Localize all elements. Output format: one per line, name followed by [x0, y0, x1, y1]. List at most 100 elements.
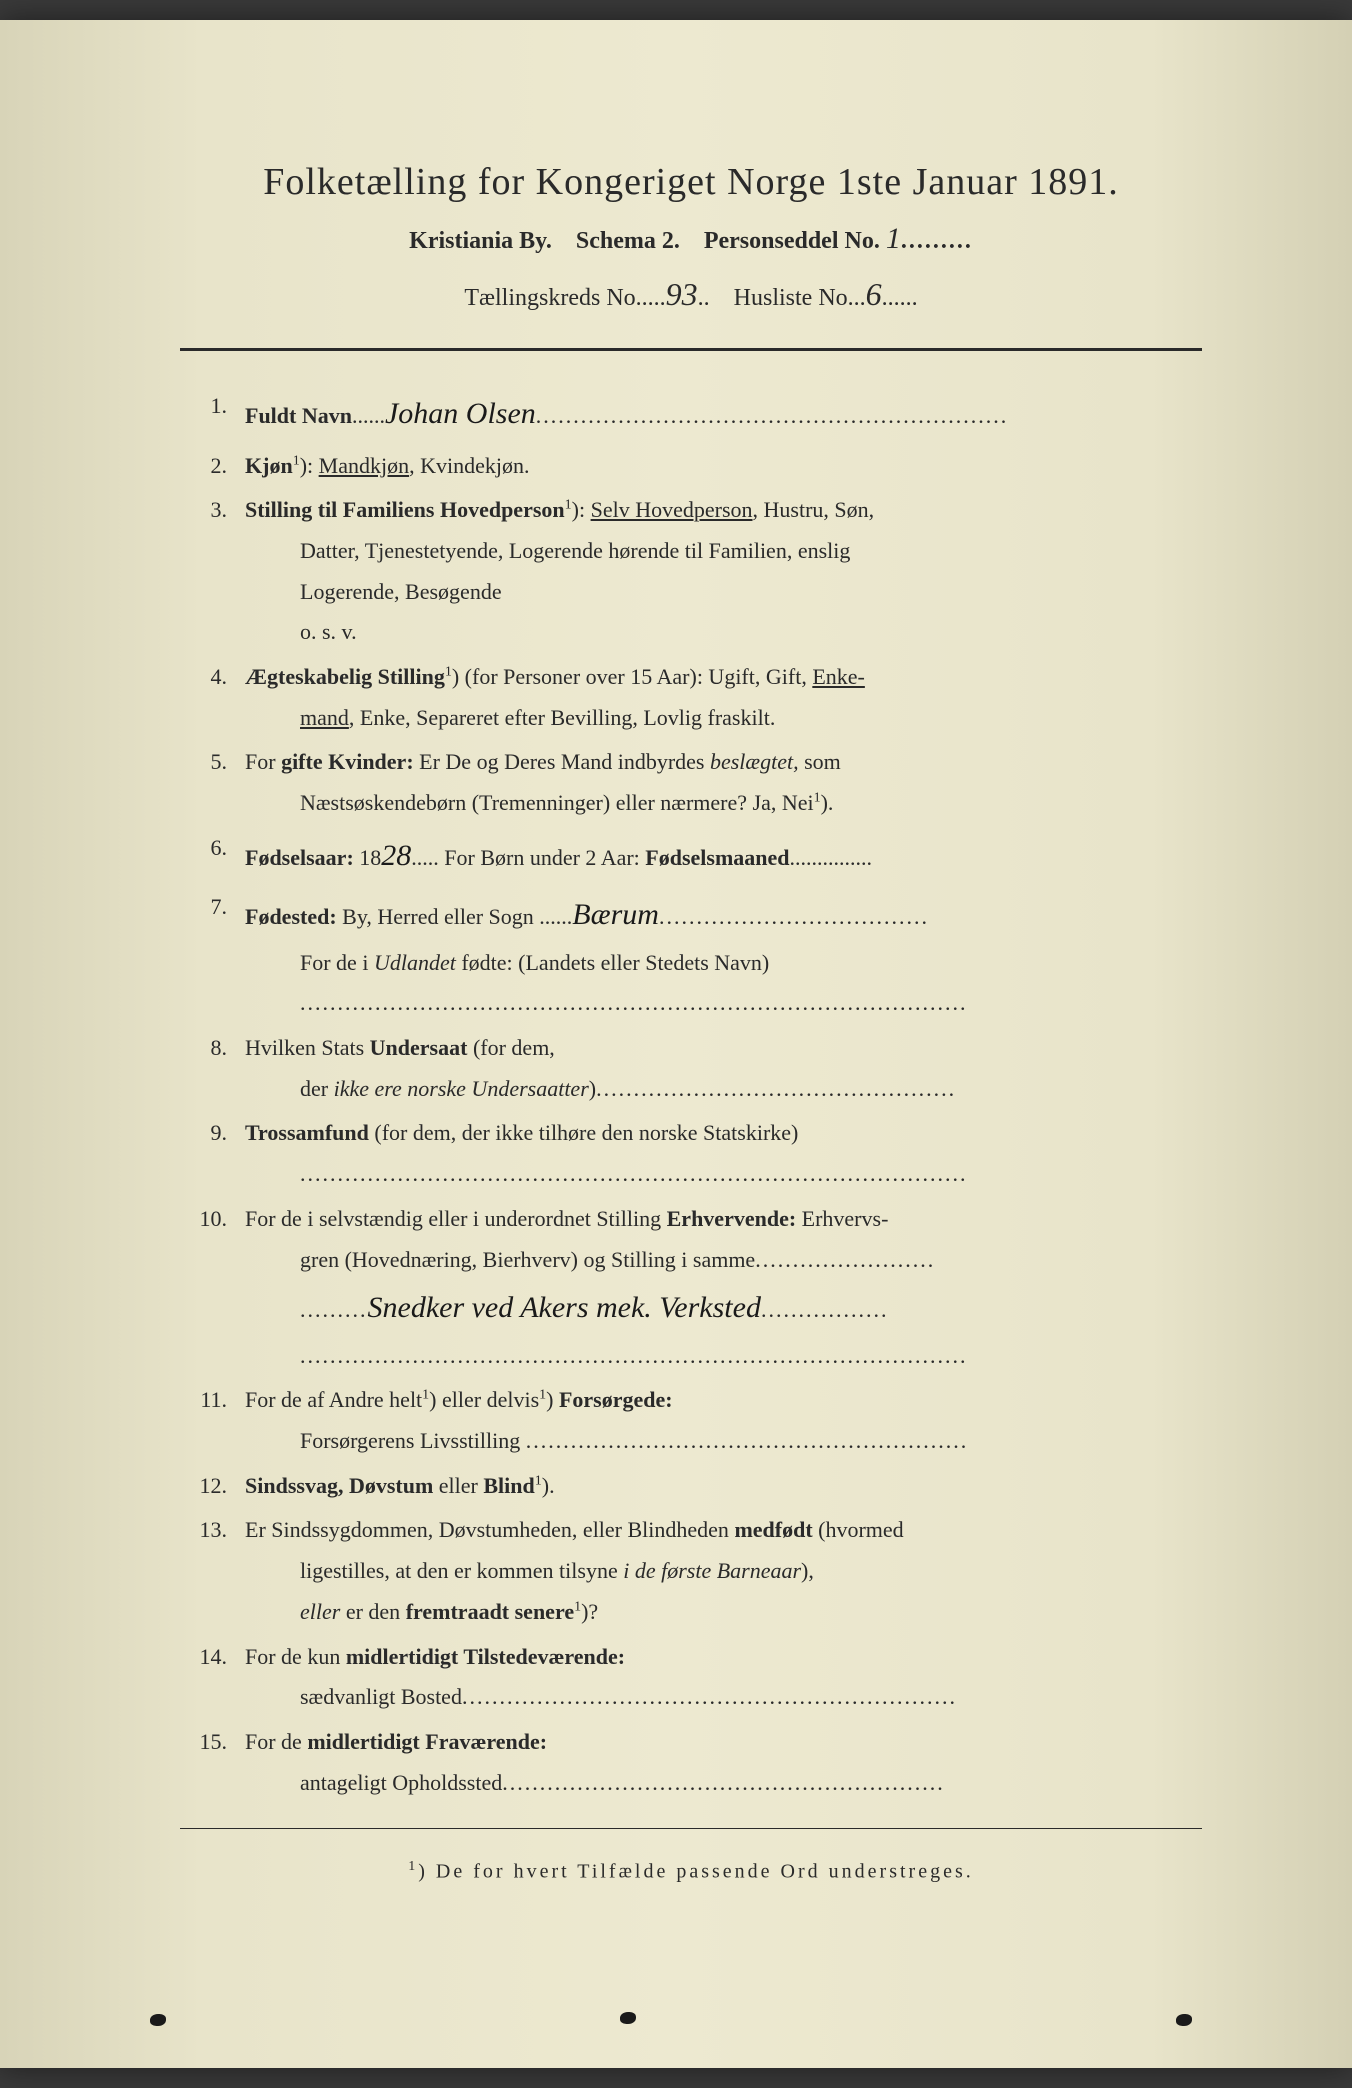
sup: 1 — [535, 1473, 542, 1488]
opt-female: , Kvindekjøn. — [409, 453, 529, 478]
num-13: 13. — [190, 1510, 245, 1632]
husliste-value: 6 — [866, 276, 882, 312]
label-religion: Trossamfund — [245, 1120, 369, 1145]
l2a: ligestilles, at den er kommen tilsyne — [300, 1558, 623, 1583]
num-3: 3. — [190, 490, 245, 653]
num-10: 10. — [190, 1199, 245, 1377]
form-header: Folketælling for Kongeriget Norge 1ste J… — [180, 160, 1202, 313]
rest: Er De og Deres Mand indbyrdes — [414, 749, 710, 774]
l2c: ), — [801, 1558, 814, 1583]
num-11: 11. — [190, 1380, 245, 1461]
label-occupation: Erhvervende: — [667, 1206, 797, 1231]
form-body: 1. Fuldt Navn......Johan Olsen..........… — [180, 386, 1202, 1803]
year-prefix: 18 — [354, 845, 382, 870]
line2: Forsørgerens Livsstilling ..............… — [245, 1428, 968, 1453]
subtitle-row: Kristiania By. Schema 2. Personseddel No… — [180, 222, 1202, 256]
text: (for dem, der ikke tilhøre den norske St… — [369, 1120, 798, 1145]
schema-label: Schema 2. — [576, 228, 680, 254]
line2: ligestilles, at den er kommen tilsyne i … — [245, 1558, 814, 1583]
dots: ......... — [901, 228, 973, 254]
label-birthmonth: Fødselsmaaned — [645, 845, 789, 870]
num-4: 4. — [190, 657, 245, 738]
l3d: )? — [581, 1599, 598, 1624]
line3: .........Snedker ved Akers mek. Verksted… — [245, 1297, 888, 1322]
l2b: ikke ere norske Undersaatter — [334, 1076, 589, 1101]
t2: ) eller delvis — [429, 1387, 539, 1412]
personseddel-value: 1 — [886, 222, 901, 255]
l3a: eller — [300, 1599, 340, 1624]
label-name: Fuldt Navn — [245, 403, 352, 428]
footnote: 1) De for hvert Tilfælde passende Ord un… — [180, 1859, 1202, 1884]
text: By, Herred eller Sogn ...... — [337, 904, 573, 929]
header-rule — [180, 348, 1202, 351]
pre: For — [245, 749, 281, 774]
personseddel-label: Personseddel No. — [704, 228, 880, 254]
item-2: 2. Kjøn1): Mandkjøn, Kvindekjøn. — [190, 446, 1202, 487]
l2: sædvanligt Bosted — [300, 1684, 462, 1709]
label-absent: midlertidigt Fraværende: — [307, 1729, 547, 1754]
ital: beslægtet, — [710, 749, 799, 774]
item-11: 11. For de af Andre helt1) eller delvis1… — [190, 1380, 1202, 1461]
num-5: 5. — [190, 742, 245, 823]
content-11: For de af Andre helt1) eller delvis1) Fo… — [245, 1380, 1202, 1461]
num-1: 1. — [190, 386, 245, 442]
value-name: Johan Olsen — [385, 397, 536, 430]
line2: der ikke ere norske Undersaatter).......… — [245, 1076, 956, 1101]
dots-post: ................. — [761, 1297, 889, 1322]
ink-spot — [620, 2012, 636, 2024]
dots: .................................... — [659, 904, 929, 929]
num-6: 6. — [190, 828, 245, 884]
label-supported: Forsørgede: — [559, 1387, 673, 1412]
census-form-page: Folketælling for Kongeriget Norge 1ste J… — [0, 20, 1352, 2068]
line2: sædvanligt Bosted.......................… — [245, 1684, 957, 1709]
l2c: fødte: (Landets eller Stedets Navn) — [456, 950, 769, 975]
value-occupation: Snedker ved Akers mek. Verksted — [368, 1291, 761, 1324]
kreds-row: Tællingskreds No.....93.. Husliste No...… — [180, 276, 1202, 313]
num-7: 7. — [190, 887, 245, 1024]
content-4: Ægteskabelig Stilling1) (for Personer ov… — [245, 657, 1202, 738]
ink-spot — [150, 2014, 166, 2026]
num-2: 2. — [190, 446, 245, 487]
t1: For de af Andre helt — [245, 1387, 422, 1412]
content-8: Hvilken Stats Undersaat (for dem, der ik… — [245, 1028, 1202, 1109]
blank-line: ........................................… — [245, 1343, 968, 1368]
paren: ) (for Personer over 15 Aar): Ugift, Gif… — [452, 664, 812, 689]
t1: For de i selvstændig eller i underordnet… — [245, 1206, 667, 1231]
label-birthyear: Fødselsaar: — [245, 845, 354, 870]
item-8: 8. Hvilken Stats Undersaat (for dem, der… — [190, 1028, 1202, 1109]
ink-spot — [1176, 2014, 1192, 2026]
label-blind: Blind — [483, 1473, 534, 1498]
content-10: For de i selvstændig eller i underordnet… — [245, 1199, 1202, 1377]
colon: ): — [300, 453, 319, 478]
selected-sex: Mandkjøn — [319, 453, 409, 478]
dots: ........................................… — [526, 1428, 969, 1453]
label-disability: Sindssvag, Døvstum — [245, 1473, 433, 1498]
rest2: som — [799, 749, 841, 774]
content-3: Stilling til Familiens Hovedperson1): Se… — [245, 490, 1202, 653]
label-sex: Kjøn — [245, 453, 293, 478]
label-relation: Stilling til Familiens Hovedperson — [245, 497, 565, 522]
l2a: For de i — [300, 950, 374, 975]
l2b: Udlandet — [374, 950, 456, 975]
line2: Datter, Tjenestetyende, Logerende hørend… — [245, 538, 850, 563]
content-15: For de midlertidigt Fraværende: antageli… — [245, 1722, 1202, 1803]
num-15: 15. — [190, 1722, 245, 1803]
line2: mand, Enke, Separeret efter Bevilling, L… — [245, 705, 775, 730]
item-14: 14. For de kun midlertidigt Tilstedevære… — [190, 1637, 1202, 1718]
content-6: Fødselsaar: 1828..... For Børn under 2 A… — [245, 828, 1202, 884]
label-married: gifte Kvinder: — [281, 749, 414, 774]
line3: Logerende, Besøgende — [245, 579, 502, 604]
t1: Er Sindssygdommen, Døvstumheden, eller B… — [245, 1517, 734, 1542]
item-6: 6. Fødselsaar: 1828..... For Børn under … — [190, 828, 1202, 884]
line4: o. s. v. — [245, 619, 357, 644]
l3b: er den — [340, 1599, 405, 1624]
label-birthplace: Fødested: — [245, 904, 337, 929]
dots: ........................................… — [536, 403, 1009, 428]
l2: Forsørgerens Livsstilling — [300, 1428, 526, 1453]
l2b: i de første Barneaar — [623, 1558, 801, 1583]
sup: 1 — [445, 665, 452, 680]
item-5: 5. For gifte Kvinder: Er De og Deres Man… — [190, 742, 1202, 823]
kreds-value: 93 — [666, 276, 698, 312]
text: eller — [433, 1473, 483, 1498]
end: ). — [821, 790, 834, 815]
